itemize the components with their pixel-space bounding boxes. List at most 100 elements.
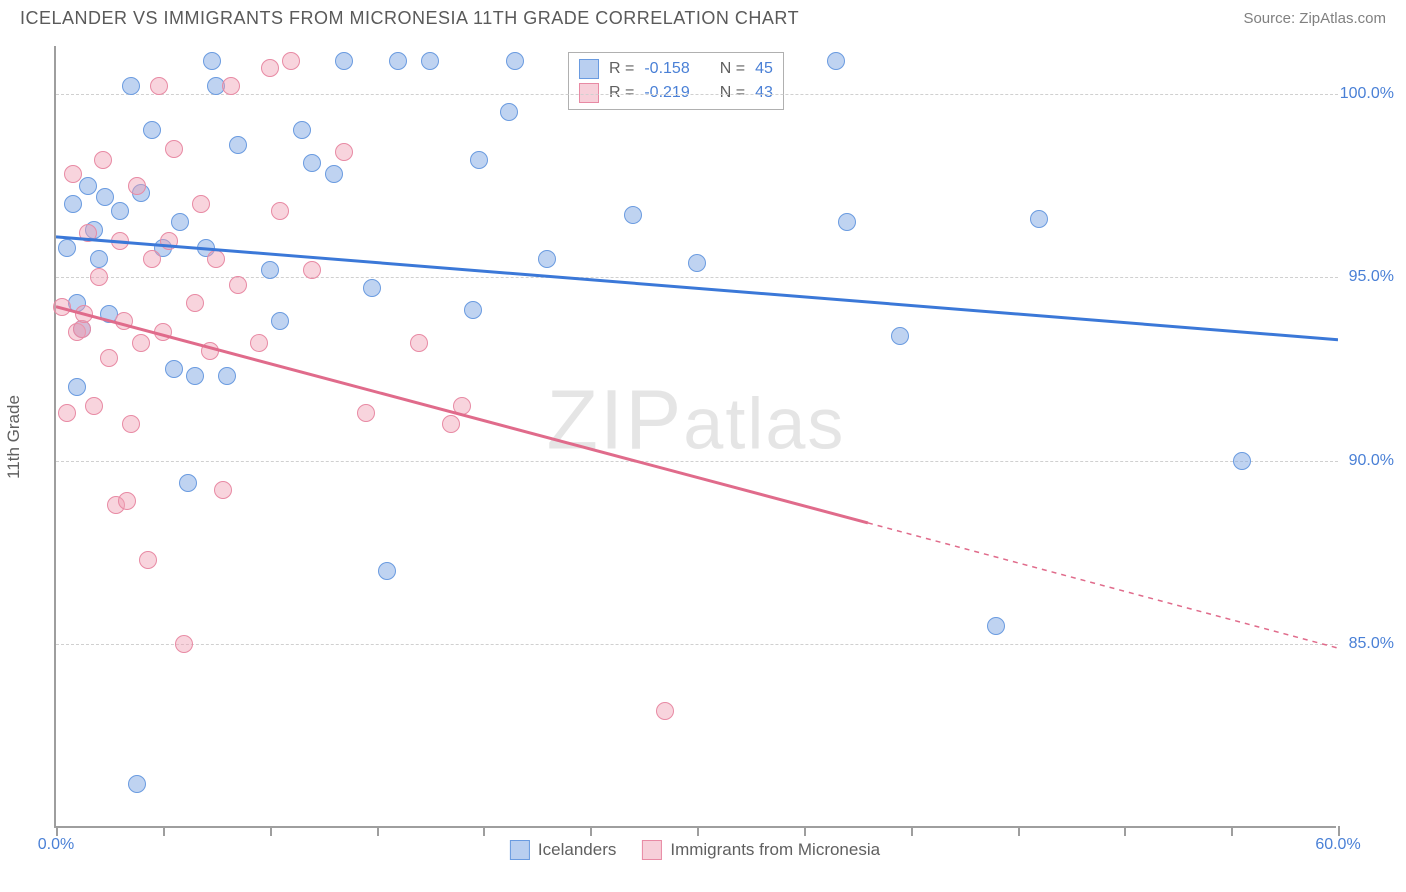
data-point <box>303 261 321 279</box>
data-point <box>90 250 108 268</box>
data-point <box>122 77 140 95</box>
data-point <box>53 298 71 316</box>
data-point <box>79 177 97 195</box>
legend-r-label: R = <box>609 60 634 78</box>
data-point <box>453 397 471 415</box>
watermark: ZIPatlas <box>547 372 846 469</box>
data-point <box>186 294 204 312</box>
data-point <box>122 415 140 433</box>
legend-n-label: N = <box>720 60 745 78</box>
legend-swatch <box>642 840 662 860</box>
legend-label: Icelanders <box>538 840 616 860</box>
data-point <box>891 327 909 345</box>
data-point <box>128 775 146 793</box>
data-point <box>293 121 311 139</box>
gridline-h <box>56 461 1338 462</box>
y-tick-label: 90.0% <box>1349 452 1394 470</box>
x-tick <box>377 826 379 836</box>
data-point <box>94 151 112 169</box>
y-axis-title: 11th Grade <box>4 395 24 479</box>
x-tick-label: 0.0% <box>38 836 74 854</box>
data-point <box>143 121 161 139</box>
data-point <box>538 250 556 268</box>
x-tick-label: 60.0% <box>1315 836 1360 854</box>
x-tick <box>483 826 485 836</box>
data-point <box>143 250 161 268</box>
data-point <box>656 702 674 720</box>
legend-item: Icelanders <box>510 840 616 860</box>
data-point <box>410 334 428 352</box>
data-point <box>378 562 396 580</box>
data-point <box>1030 210 1048 228</box>
data-point <box>250 334 268 352</box>
legend-item: Immigrants from Micronesia <box>642 840 880 860</box>
series-legend: Icelanders Immigrants from Micronesia <box>510 840 880 860</box>
data-point <box>506 52 524 70</box>
x-tick <box>1124 826 1126 836</box>
y-tick-label: 85.0% <box>1349 635 1394 653</box>
data-point <box>64 195 82 213</box>
x-tick <box>911 826 913 836</box>
data-point <box>688 254 706 272</box>
x-tick <box>56 826 58 836</box>
data-point <box>214 481 232 499</box>
data-point <box>128 177 146 195</box>
data-point <box>218 367 236 385</box>
data-point <box>150 77 168 95</box>
chart-title: ICELANDER VS IMMIGRANTS FROM MICRONESIA … <box>20 8 799 29</box>
data-point <box>838 213 856 231</box>
data-point <box>500 103 518 121</box>
data-point <box>261 261 279 279</box>
legend-swatch <box>579 59 599 79</box>
x-tick <box>804 826 806 836</box>
data-point <box>470 151 488 169</box>
data-point <box>271 202 289 220</box>
trend-lines <box>56 46 1338 828</box>
data-point <box>442 415 460 433</box>
data-point <box>827 52 845 70</box>
data-point <box>271 312 289 330</box>
data-point <box>261 59 279 77</box>
plot-area: ZIPatlas R =-0.158N =45R =-0.219N =43 85… <box>54 46 1336 828</box>
gridline-h <box>56 644 1338 645</box>
source-attribution: Source: ZipAtlas.com <box>1243 10 1386 27</box>
gridline-h <box>56 277 1338 278</box>
legend-r-value: -0.158 <box>644 60 689 78</box>
data-point <box>154 323 172 341</box>
data-point <box>229 136 247 154</box>
data-point <box>282 52 300 70</box>
data-point <box>203 52 221 70</box>
data-point <box>1233 452 1251 470</box>
data-point <box>90 268 108 286</box>
data-point <box>115 312 133 330</box>
data-point <box>160 232 178 250</box>
data-point <box>201 342 219 360</box>
data-point <box>165 140 183 158</box>
data-point <box>192 195 210 213</box>
legend-label: Immigrants from Micronesia <box>670 840 880 860</box>
x-tick <box>697 826 699 836</box>
legend-row: R = -0.158 N = 45 <box>579 57 773 81</box>
data-point <box>363 279 381 297</box>
chart-container: ZIPatlas R =-0.158N =45R =-0.219N =43 85… <box>54 46 1336 828</box>
data-point <box>303 154 321 172</box>
data-point <box>464 301 482 319</box>
y-tick-label: 95.0% <box>1349 268 1394 286</box>
x-tick <box>1018 826 1020 836</box>
data-point <box>335 143 353 161</box>
data-point <box>79 224 97 242</box>
legend-n-value: 45 <box>755 60 773 78</box>
data-point <box>139 551 157 569</box>
x-tick <box>1338 826 1340 836</box>
data-point <box>207 250 225 268</box>
data-point <box>222 77 240 95</box>
data-point <box>357 404 375 422</box>
data-point <box>132 334 150 352</box>
data-point <box>389 52 407 70</box>
data-point <box>64 165 82 183</box>
legend-swatch <box>510 840 530 860</box>
data-point <box>68 378 86 396</box>
data-point <box>165 360 183 378</box>
data-point <box>111 202 129 220</box>
data-point <box>229 276 247 294</box>
